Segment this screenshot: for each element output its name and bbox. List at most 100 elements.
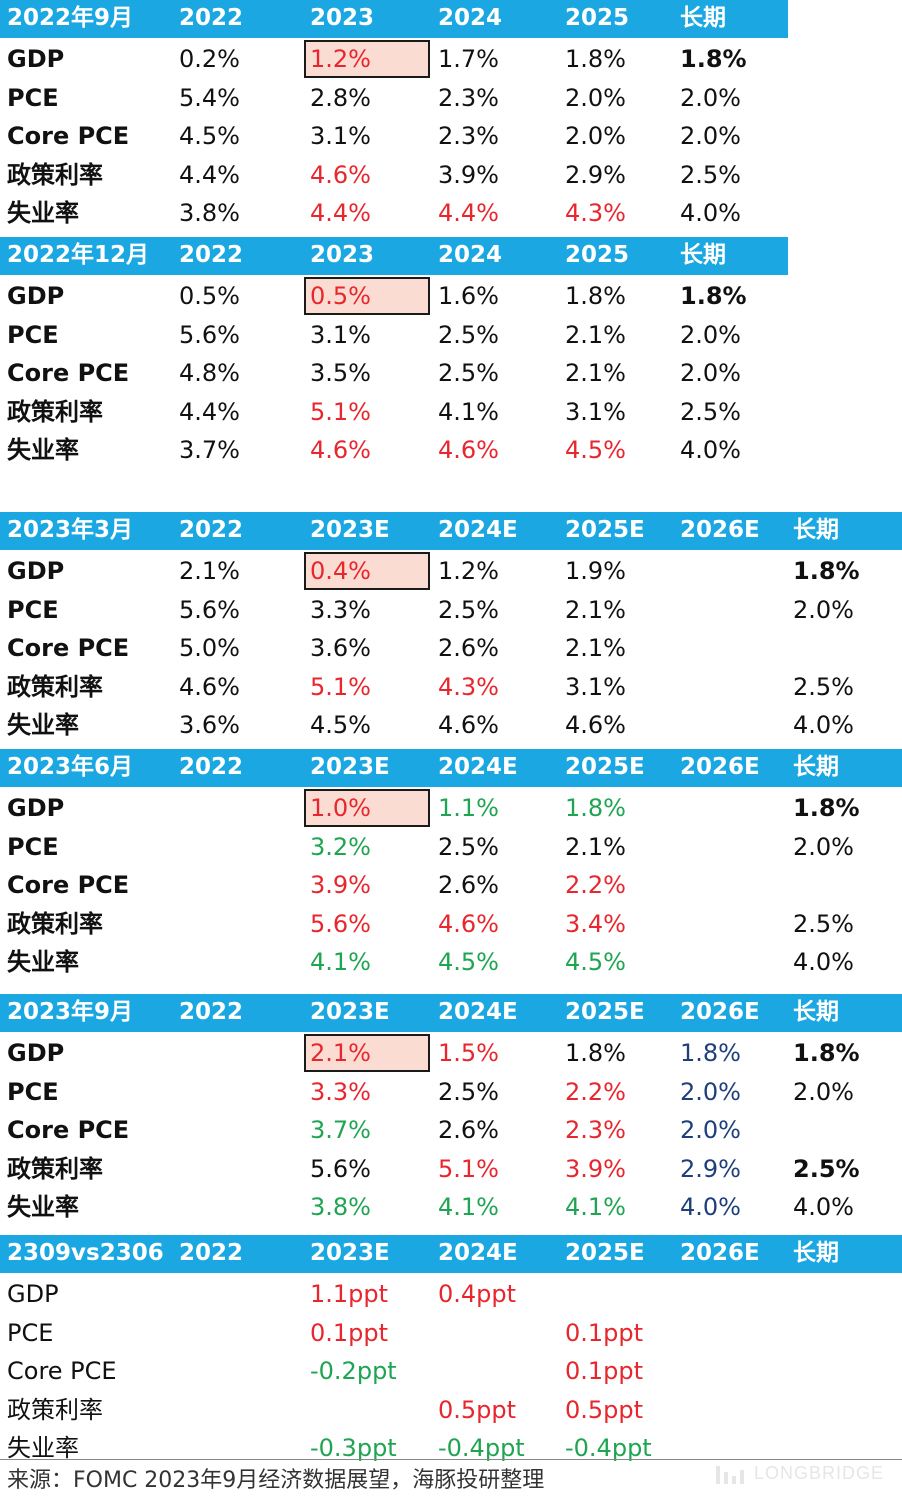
value-cell: -0.4ppt bbox=[438, 1434, 525, 1462]
value-cell: 2.1% bbox=[565, 832, 626, 861]
row-label: 政策利率 bbox=[7, 672, 103, 701]
value-cell: 1.9% bbox=[565, 557, 626, 585]
value-cell: 2.5% bbox=[793, 909, 854, 938]
value-cell: 0.5ppt bbox=[565, 1395, 644, 1424]
column-header: 2023E bbox=[310, 999, 390, 1025]
value-cell: 4.0% bbox=[680, 199, 741, 227]
table-title: 2023年3月 bbox=[7, 517, 134, 543]
value-cell: 1.6% bbox=[438, 282, 499, 310]
value-cell: 1.8% bbox=[565, 794, 626, 822]
column-header: 2022 bbox=[179, 517, 244, 543]
value-cell: 3.1% bbox=[310, 122, 371, 150]
value-cell: 2.1% bbox=[565, 595, 626, 624]
highlight-box bbox=[304, 552, 430, 590]
highlight-box bbox=[304, 277, 430, 315]
table-row: Core PCE 5.0% 3.6% 2.6% 2.1% bbox=[0, 629, 902, 667]
row-label: 政策利率 bbox=[7, 397, 103, 426]
value-cell: 4.0% bbox=[680, 1193, 741, 1221]
value-cell: 3.8% bbox=[310, 1193, 371, 1221]
table-title: 2022年12月 bbox=[7, 242, 150, 268]
row-label: 政策利率 bbox=[7, 160, 103, 189]
value-cell: 3.5% bbox=[310, 359, 371, 387]
value-cell: 5.6% bbox=[179, 595, 240, 624]
value-cell: 3.4% bbox=[565, 909, 626, 938]
value-cell: 2.0% bbox=[793, 832, 854, 861]
value-cell: 2.6% bbox=[438, 871, 499, 899]
table-title: 2309vs2306 bbox=[7, 1240, 164, 1266]
column-header: 长期 bbox=[793, 999, 839, 1025]
table-row: GDP 2.1% 1.5% 1.8% 1.8% 1.8% bbox=[0, 1034, 902, 1072]
value-cell: 4.1% bbox=[565, 1193, 626, 1221]
row-label: 失业率 bbox=[7, 948, 79, 976]
value-cell: 2.1% bbox=[565, 359, 626, 387]
value-cell: 1.8% bbox=[680, 282, 747, 310]
value-cell: 2.0% bbox=[680, 83, 741, 112]
column-header: 长期 bbox=[680, 242, 726, 268]
table-row: 政策利率 4.6% 5.1% 4.3% 3.1% 2.5% bbox=[0, 668, 902, 706]
value-cell: 4.5% bbox=[179, 122, 240, 150]
row-label: GDP bbox=[7, 557, 65, 585]
value-cell: 4.4% bbox=[179, 160, 240, 189]
row-label: 失业率 bbox=[7, 711, 79, 739]
value-cell: 1.2% bbox=[438, 557, 499, 585]
table-row: PCE 0.1ppt 0.1ppt bbox=[0, 1314, 902, 1352]
value-cell: 4.6% bbox=[438, 909, 499, 938]
column-header: 2025E bbox=[565, 999, 645, 1025]
value-cell: 4.5% bbox=[565, 436, 626, 464]
column-header: 2023 bbox=[310, 5, 375, 31]
row-label: PCE bbox=[7, 320, 59, 349]
value-cell: 2.0% bbox=[793, 595, 854, 624]
column-header: 2025 bbox=[565, 5, 630, 31]
column-header: 2025E bbox=[565, 517, 645, 543]
value-cell: 2.2% bbox=[565, 871, 626, 899]
table-row: Core PCE -0.2ppt 0.1ppt bbox=[0, 1352, 902, 1390]
value-cell: 0.5% bbox=[310, 282, 371, 310]
column-header: 2024 bbox=[438, 5, 503, 31]
row-label: 政策利率 bbox=[7, 1154, 103, 1183]
column-header: 2024E bbox=[438, 1240, 518, 1266]
row-label: PCE bbox=[7, 832, 59, 861]
value-cell: 4.5% bbox=[565, 948, 626, 976]
source-note: 来源：FOMC 2023年9月经济数据展望，海豚投研整理 bbox=[7, 1468, 545, 1493]
value-cell: 2.0% bbox=[793, 1077, 854, 1106]
table-row: 失业率 3.8% 4.1% 4.1% 4.0% 4.0% bbox=[0, 1188, 902, 1226]
table-header: 2022年9月 2022 2023 2024 2025 长期 bbox=[0, 0, 788, 38]
row-label: Core PCE bbox=[7, 122, 130, 150]
highlight-box bbox=[304, 40, 430, 78]
value-cell: 3.9% bbox=[310, 871, 371, 899]
value-cell: 2.0% bbox=[680, 1116, 741, 1144]
column-header: 2026E bbox=[680, 517, 760, 543]
value-cell: 4.6% bbox=[179, 672, 240, 701]
row-label: 失业率 bbox=[7, 1434, 79, 1462]
highlight-box bbox=[304, 789, 430, 827]
column-header: 2024E bbox=[438, 999, 518, 1025]
value-cell: 3.3% bbox=[310, 1077, 371, 1106]
value-cell: 2.5% bbox=[680, 397, 741, 426]
row-label: PCE bbox=[7, 83, 59, 112]
table-row: PCE 3.3% 2.5% 2.2% 2.0% 2.0% bbox=[0, 1073, 902, 1111]
value-cell: 2.8% bbox=[310, 83, 371, 112]
table-row: 失业率 -0.3ppt -0.4ppt -0.4ppt bbox=[0, 1429, 902, 1467]
column-header: 2026E bbox=[680, 1240, 760, 1266]
value-cell: 2.3% bbox=[438, 122, 499, 150]
source-divider bbox=[0, 1459, 902, 1460]
value-cell: 2.0% bbox=[680, 320, 741, 349]
value-cell: 2.2% bbox=[565, 1077, 626, 1106]
value-cell: 4.1% bbox=[438, 397, 499, 426]
value-cell: 5.1% bbox=[438, 1154, 499, 1183]
value-cell: 2.0% bbox=[565, 122, 626, 150]
row-label: 失业率 bbox=[7, 199, 79, 227]
table-row: 失业率 3.8% 4.4% 4.4% 4.3% 4.0% bbox=[0, 194, 902, 232]
table-row: 政策利率 4.4% 4.6% 3.9% 2.9% 2.5% bbox=[0, 156, 902, 194]
column-header: 2023 bbox=[310, 242, 375, 268]
value-cell: 3.8% bbox=[179, 199, 240, 227]
row-label: GDP bbox=[7, 1280, 59, 1308]
value-cell: 4.1% bbox=[438, 1193, 499, 1221]
table-row: 失业率 3.7% 4.6% 4.6% 4.5% 4.0% bbox=[0, 431, 902, 469]
column-header: 2022 bbox=[179, 754, 244, 780]
value-cell: 2.5% bbox=[793, 1154, 860, 1183]
value-cell: 1.1% bbox=[438, 794, 499, 822]
table-title: 2022年9月 bbox=[7, 5, 134, 31]
value-cell: 1.1ppt bbox=[310, 1280, 389, 1308]
value-cell: -0.2ppt bbox=[310, 1357, 397, 1385]
